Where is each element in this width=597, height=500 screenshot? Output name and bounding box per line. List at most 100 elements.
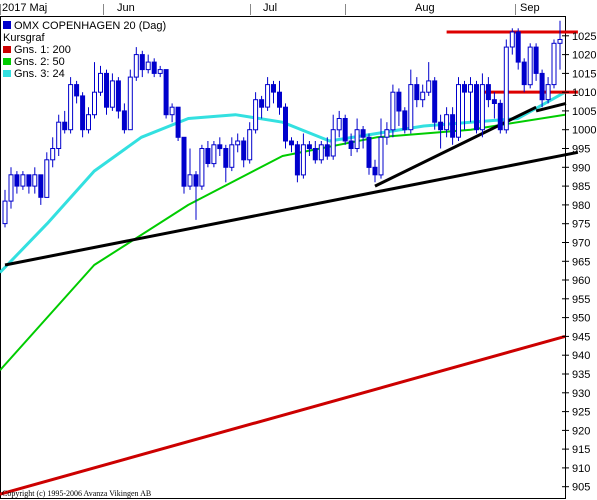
ma200-line: [0, 334, 566, 496]
candle-body: [420, 91, 426, 101]
candle-body: [521, 61, 527, 86]
month-label-maj: 2017 Maj: [2, 2, 47, 14]
legend-label-omx: OMX COPENHAGEN 20 (Dag): [14, 20, 166, 32]
candle-body: [324, 144, 330, 157]
candle-body: [414, 84, 420, 101]
candle-body: [509, 31, 515, 48]
candle-body: [491, 99, 497, 104]
candle-body: [193, 174, 199, 187]
candle-body: [378, 136, 384, 176]
y-tick-label: 970: [572, 238, 590, 250]
copyright-notice: Copyright (c) 1995-2006 Avanza Vikingen …: [2, 489, 151, 498]
candles: [2, 20, 563, 228]
candle-body: [86, 114, 91, 131]
candle-body: [390, 91, 396, 131]
candle-body: [229, 144, 235, 168]
y-tick-label: 960: [572, 275, 590, 287]
candle-body: [181, 136, 187, 187]
candle-body: [294, 144, 300, 176]
y-tick-label: 935: [572, 369, 590, 381]
candle-body: [62, 121, 68, 131]
y-tick-label: 980: [572, 200, 590, 212]
y-tick-label: 925: [572, 407, 590, 419]
y-tick-label: 985: [572, 181, 590, 193]
candle-body: [169, 106, 175, 116]
candle-body: [38, 174, 44, 198]
candle-body: [557, 39, 563, 44]
candle-body: [456, 84, 461, 138]
candle-body: [277, 91, 282, 108]
candle-body: [306, 144, 312, 150]
candle-body: [127, 76, 133, 131]
candle-body: [497, 102, 503, 131]
month-label-sep: Sep: [520, 2, 540, 14]
candle-body: [354, 129, 360, 149]
candle-body: [474, 84, 479, 131]
month-labels: 2017 Maj Jun Jul Aug Sep: [2, 2, 540, 14]
candle-body: [372, 166, 378, 176]
y-tick-label: 940: [572, 350, 590, 362]
candle-body: [342, 118, 348, 142]
candle-body: [68, 84, 74, 131]
candle-body: [241, 140, 247, 161]
y-tick-label: 1010: [572, 87, 596, 99]
y-tick-label: 1005: [572, 106, 596, 118]
candle-body: [271, 84, 276, 93]
candle-body: [432, 80, 438, 123]
candle-body: [2, 200, 8, 225]
month-label-jun: Jun: [117, 2, 135, 14]
candle-body: [50, 148, 56, 161]
trend-lines: [4, 30, 579, 267]
candle-body: [551, 42, 557, 86]
y-tick-label: 995: [572, 144, 590, 156]
candle-body: [163, 69, 169, 116]
candle-body: [408, 84, 414, 131]
candle-body: [366, 136, 372, 168]
candle-body: [545, 84, 551, 101]
candle-body: [121, 110, 127, 131]
candle-body: [247, 129, 253, 161]
candle-body: [205, 148, 211, 164]
candle-body: [104, 72, 109, 108]
candle-body: [175, 106, 181, 138]
candle-body: [115, 80, 121, 112]
y-tick-label: 945: [572, 331, 590, 343]
candle-body: [479, 84, 485, 131]
candle-body: [527, 46, 533, 86]
candle-body: [80, 95, 86, 131]
candle-body: [312, 148, 318, 161]
y-tick-label: 905: [572, 482, 590, 494]
candle-body: [503, 46, 509, 131]
month-label-aug: Aug: [415, 2, 435, 14]
candle-body: [199, 148, 205, 187]
legend-label-kursgraf: Kursgraf: [3, 32, 46, 44]
candle-body: [26, 174, 32, 187]
legend-swatch-ma50: [3, 58, 11, 65]
y-tick-label: 1025: [572, 31, 596, 43]
candle-body: [450, 114, 456, 138]
candle-body: [336, 118, 342, 131]
legend-label-ma200: Gns. 1: 200: [14, 44, 71, 56]
trend-line-2: [374, 105, 537, 188]
candle-body: [402, 110, 408, 131]
candle-body: [462, 84, 467, 93]
y-axis-ticks: 905 910 915 920 925 930 935 940 945 950 955 960 965 9…: [562, 31, 596, 494]
candle-body: [444, 114, 450, 131]
candle-body: [384, 129, 390, 138]
candle-body: [259, 99, 265, 108]
legend-label-ma50: Gns. 2: 50: [14, 56, 65, 68]
candle-body: [151, 61, 157, 74]
legend: OMX COPENHAGEN 20 (Dag) Kursgraf Gns. 1:…: [3, 20, 166, 80]
candle-body: [211, 144, 217, 165]
y-tick-label: 955: [572, 294, 590, 306]
candle-body: [468, 84, 473, 93]
y-tick-label: 915: [572, 444, 590, 456]
y-tick-label: 990: [572, 162, 590, 174]
candle-body: [330, 129, 336, 157]
candle-body: [32, 174, 38, 187]
legend-swatch-ma24: [3, 70, 11, 77]
candle-body: [539, 72, 545, 101]
candle-body: [283, 106, 288, 142]
y-tick-label: 910: [572, 463, 590, 475]
